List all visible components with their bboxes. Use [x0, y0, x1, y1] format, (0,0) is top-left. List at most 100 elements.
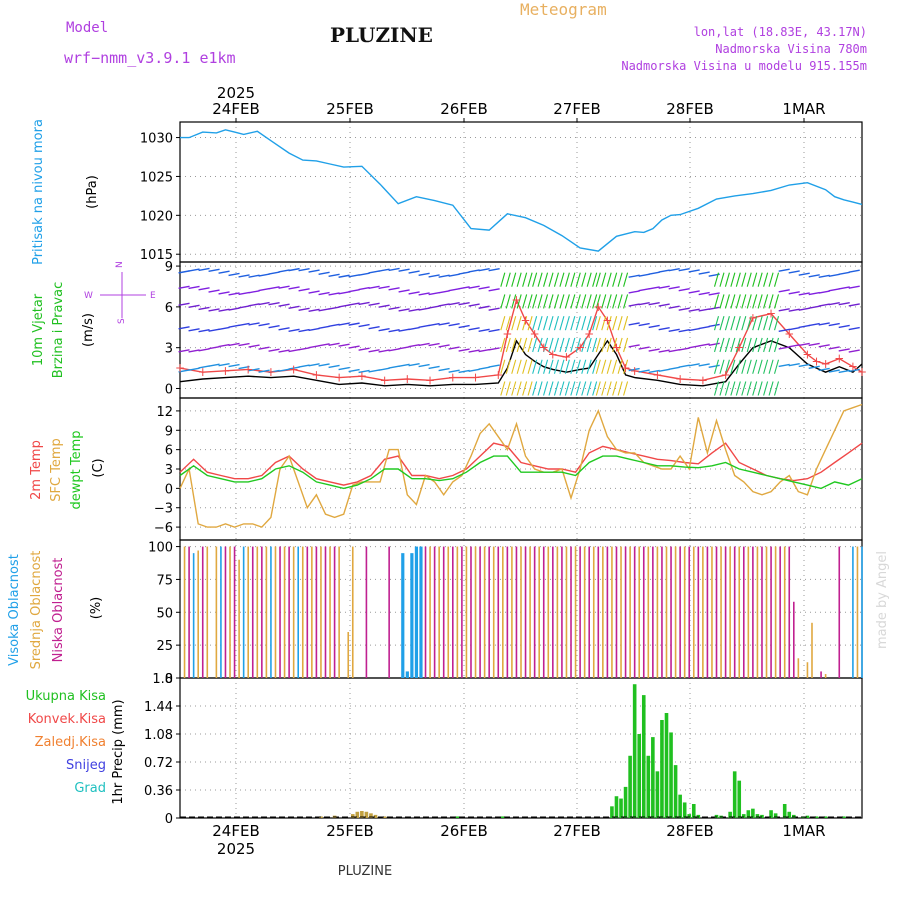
wind-arrow	[713, 272, 720, 287]
cloud-bar	[729, 546, 731, 678]
wind-arrow	[378, 367, 390, 371]
wind-arrow	[537, 272, 543, 287]
wind-arrow	[808, 305, 820, 309]
wind-arrow	[511, 294, 517, 309]
wind-arrow	[188, 328, 200, 332]
wind-arrow	[698, 343, 710, 347]
cloud-bar	[474, 546, 477, 678]
wind-arrow	[757, 359, 763, 374]
cloud-bar	[461, 546, 463, 678]
wind-arrow	[522, 294, 528, 309]
wind-arrow	[248, 274, 260, 278]
wind-arrow	[808, 274, 820, 278]
wind-arrow	[668, 305, 680, 309]
wind-arrow	[511, 337, 517, 353]
wind-arrow	[522, 272, 528, 287]
wind-unit: (m/s)	[81, 313, 96, 347]
wind-arrow	[746, 337, 752, 353]
cloud-bar	[702, 546, 704, 678]
precip-bar	[751, 808, 755, 818]
wind-arrow	[638, 273, 650, 277]
wind-arrow	[628, 344, 640, 348]
wind-arrow	[741, 272, 747, 287]
wind-arrow	[553, 337, 559, 353]
wind-arrow	[798, 324, 810, 329]
wind-arrow	[178, 349, 190, 353]
cloud-bar	[652, 546, 654, 678]
wind-arrow	[348, 274, 360, 278]
wind-arrow	[368, 270, 380, 274]
wind-arrow	[298, 347, 310, 351]
wind-arrow	[713, 337, 720, 353]
wind-arrow	[198, 287, 210, 291]
wind-arrow	[408, 308, 420, 312]
wind-arrow	[527, 316, 533, 331]
wind-arrow	[730, 316, 736, 331]
wind-arrow	[595, 316, 601, 331]
cloud-bar	[697, 546, 700, 678]
wind-arrow	[478, 305, 490, 309]
gust-marker: +	[243, 362, 253, 376]
tsfc-ylabel: SFC Temp	[49, 438, 64, 502]
wind-arrow	[488, 364, 500, 368]
wind-arrow	[198, 267, 210, 272]
wind-arrow	[408, 270, 420, 274]
wind-arrow	[746, 294, 752, 309]
wind-arrow	[559, 381, 565, 396]
pressure-series-line	[180, 129, 863, 252]
gust-marker: +	[857, 365, 867, 379]
wind-arrow	[688, 308, 700, 312]
precip-bar	[678, 794, 682, 818]
cloud-bar	[497, 546, 500, 678]
wind-arrow	[788, 326, 800, 331]
cloud-bar	[247, 546, 249, 678]
wind-arrow	[688, 363, 700, 367]
precip-bar	[746, 810, 751, 818]
date-label-top: 27FEB	[553, 100, 600, 118]
wind-arrow	[570, 316, 576, 331]
wind-arrow	[735, 381, 741, 396]
wind-arrow	[388, 328, 400, 333]
cloud-bar	[793, 601, 795, 678]
wind-arrow	[848, 326, 860, 331]
cloud-bar	[388, 546, 390, 678]
cloud-bar	[838, 546, 841, 678]
wind-arrow	[516, 381, 522, 396]
wind-arrow	[730, 272, 736, 287]
cloud-bar	[770, 546, 772, 678]
pressure-ytick-label: 1015	[140, 248, 173, 263]
wind-arrow	[428, 305, 440, 309]
wind-arrow	[757, 272, 763, 287]
wind-arrow	[328, 342, 340, 346]
wind-arrow	[348, 289, 360, 293]
wind-arrow	[553, 272, 559, 287]
cloud-bar	[788, 546, 791, 678]
wind-arrow	[338, 274, 350, 278]
gust-marker: +	[802, 347, 812, 361]
wind-arrow	[688, 327, 700, 332]
wind-arrow	[428, 291, 440, 296]
wind-arrow	[238, 365, 250, 370]
temperature-ytick-label: 0	[165, 482, 173, 497]
wind-arrow	[388, 306, 400, 311]
pressure-ytick-label: 1030	[140, 132, 173, 147]
wind-arrow	[368, 349, 380, 353]
wind-arrow	[288, 305, 300, 310]
wind-arrow	[388, 348, 400, 352]
cloud-bar	[515, 546, 518, 678]
wind-arrow	[537, 337, 543, 353]
cloud-bar	[529, 546, 531, 678]
wind-arrow	[511, 359, 517, 374]
cloud-bar	[756, 546, 759, 678]
wind-arrow	[338, 291, 350, 295]
wind-arrow	[617, 381, 623, 396]
wind-arrow	[258, 273, 270, 277]
wind-arrow	[668, 267, 680, 272]
wind-arrow	[708, 292, 720, 296]
wind-arrow	[828, 322, 840, 327]
wind-arrow	[388, 287, 400, 291]
wind-arrow	[418, 324, 430, 328]
wind-arrow	[500, 272, 506, 287]
wind-arrow	[623, 316, 629, 331]
gust-marker: +	[611, 341, 621, 355]
